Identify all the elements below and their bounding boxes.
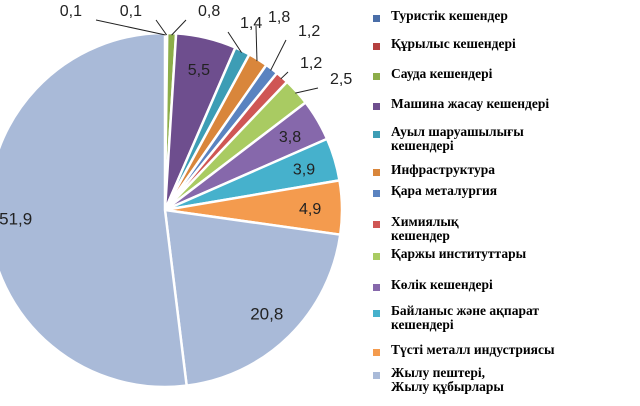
legend-label: Туристік кешендер bbox=[391, 8, 508, 23]
pie-slice bbox=[0, 31, 189, 389]
leader-line bbox=[255, 25, 258, 62]
pie-svg: 0,1 0,1 0,8 5,5 1,4 1,8 1,2 1,2 2,5 3,8 3,9 4,9 20,8… bbox=[0, 3, 352, 389]
legend-swatch bbox=[373, 190, 380, 197]
leader-line bbox=[171, 19, 187, 36]
slice-label: 4,9 bbox=[299, 201, 321, 218]
pie-chart: 0,1 0,1 0,8 5,5 1,4 1,8 1,2 1,2 2,5 3,8 3,9 4,9 20,8… bbox=[0, 3, 352, 389]
slice-label: 1,2 bbox=[298, 23, 320, 40]
legend-label: Түсті металл индустриясы bbox=[391, 342, 555, 357]
legend-swatch bbox=[373, 372, 380, 379]
slice-label: 3,9 bbox=[293, 161, 315, 178]
slice-label: 1,8 bbox=[268, 9, 290, 26]
legend-swatch bbox=[373, 169, 380, 176]
legend: Туристік кешендер Құрылыс кешендері Сауда … bbox=[365, 0, 640, 406]
legend-label: Көлік кешендері bbox=[391, 277, 493, 292]
leader-line bbox=[95, 19, 166, 36]
leader-line bbox=[155, 19, 168, 36]
legend-label: Құрылыс кешендері bbox=[391, 36, 516, 51]
legend-label: Қара металургия bbox=[391, 183, 498, 198]
slice-label: 3,8 bbox=[279, 129, 301, 146]
leader-line bbox=[295, 87, 319, 94]
legend-label: Байланыс және ақпарат кешендері bbox=[391, 303, 539, 332]
legend-label: Жылу пештері, Жылу құбырлары bbox=[391, 365, 504, 394]
legend-swatch bbox=[373, 221, 380, 228]
slice-label: 5,5 bbox=[188, 62, 210, 79]
legend-swatch bbox=[373, 253, 380, 260]
legend-label: Химиялық кешендер bbox=[391, 214, 459, 243]
legend-swatch bbox=[373, 284, 380, 291]
legend-label: Сауда кешендері bbox=[391, 66, 493, 81]
leader-line bbox=[227, 31, 242, 53]
slice-label: 0,8 bbox=[198, 3, 220, 20]
legend-swatch bbox=[373, 310, 380, 317]
legend-label: Қаржы институттары bbox=[391, 246, 527, 261]
leader-line bbox=[270, 39, 287, 71]
legend-swatch bbox=[373, 43, 380, 50]
slice-label: 0,1 bbox=[120, 3, 142, 20]
legend-swatch bbox=[373, 103, 380, 110]
legend-label: Машина жасау кешендері bbox=[391, 96, 550, 111]
legend-label: Инфраструктура bbox=[391, 162, 495, 177]
slice-label: 51,9 bbox=[0, 210, 32, 229]
slice-label: 2,5 bbox=[330, 71, 352, 88]
slice-label: 1,4 bbox=[240, 15, 262, 32]
legend-swatch bbox=[373, 15, 380, 22]
slice-label: 0,1 bbox=[60, 3, 82, 20]
legend-label: Ауыл шаруашылығы кешендері bbox=[391, 124, 524, 153]
pie-slice bbox=[163, 208, 342, 388]
leader-line bbox=[280, 71, 289, 80]
slice-label: 1,2 bbox=[300, 55, 322, 72]
legend-swatch bbox=[373, 73, 380, 80]
legend-swatch bbox=[373, 131, 380, 138]
slice-label: 20,8 bbox=[250, 305, 283, 324]
legend-swatch bbox=[373, 349, 380, 356]
